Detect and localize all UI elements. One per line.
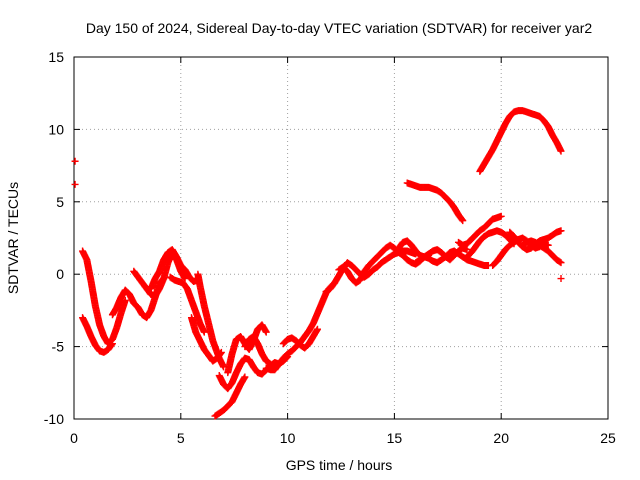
series-arc-14 (279, 325, 322, 352)
y-tick-label: 15 (48, 49, 64, 65)
tick-labels: 0 5 10 15 20 25 -10 -5 0 5 10 15 (44, 49, 616, 446)
y-tick-label: -10 (44, 411, 64, 427)
series-arc-12 (241, 332, 275, 368)
x-tick-label: 15 (387, 430, 403, 446)
data-point (557, 259, 565, 267)
data-point (557, 275, 565, 283)
data-point (262, 328, 270, 336)
series-arc-6 (166, 273, 208, 336)
series-arc-5 (147, 246, 202, 293)
series-arc-1 (79, 247, 129, 348)
y-tick-label: 0 (56, 266, 64, 282)
series-arc-20 (463, 227, 518, 261)
series-arc-18 (412, 247, 492, 270)
data-point (217, 348, 225, 356)
plot-frame (73, 56, 609, 420)
axis-ticks (73, 56, 609, 420)
data-point-dense (108, 341, 116, 349)
y-axis-label: SDTVAR / TECUs (5, 182, 21, 294)
series-arc-2 (79, 314, 116, 356)
data-point-dense (556, 258, 564, 266)
x-tick-label: 5 (177, 430, 185, 446)
y-tick-label: -5 (52, 339, 65, 355)
data-point-dense (265, 359, 273, 367)
data-point (557, 147, 565, 155)
data-point (459, 217, 467, 225)
data-point (497, 212, 505, 220)
series-arc-24 (403, 179, 467, 225)
data-points (71, 107, 565, 420)
data-point (314, 325, 322, 333)
x-tick-label: 10 (280, 430, 296, 446)
data-point (71, 180, 79, 188)
series-isolated-points (71, 157, 565, 283)
series-arc-22 (506, 227, 565, 254)
series-arc-8 (187, 314, 225, 365)
y-tick-label: 10 (48, 121, 64, 137)
chart-title: Day 150 of 2024, Sidereal Day-to-day VTE… (86, 20, 592, 36)
y-tick-label: 5 (56, 194, 64, 210)
data-point (71, 157, 79, 165)
data-point-dense (458, 216, 466, 224)
x-axis-label: GPS time / hours (286, 457, 393, 473)
series-arc-25 (476, 107, 565, 175)
x-tick-label: 0 (70, 430, 78, 446)
x-tick-label: 25 (600, 430, 616, 446)
data-point (557, 227, 565, 235)
series-arc-19 (454, 212, 505, 249)
series-arc-23 (519, 237, 565, 267)
data-point (241, 373, 249, 381)
x-tick-label: 20 (493, 430, 509, 446)
data-point-dense (217, 349, 225, 357)
data-point (200, 328, 208, 336)
series-arc-9 (211, 373, 249, 420)
data-point (108, 340, 116, 348)
